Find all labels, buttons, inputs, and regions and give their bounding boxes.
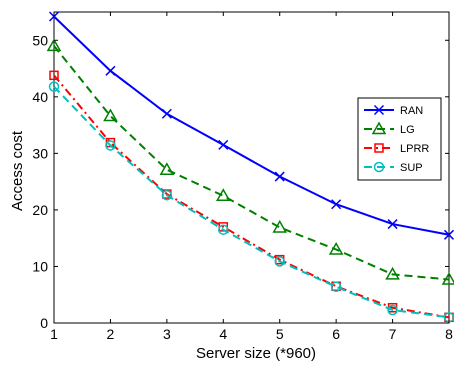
legend-label-ran: RAN <box>400 105 423 117</box>
x-tick-label: 4 <box>219 326 227 342</box>
data-point-ran <box>218 139 229 150</box>
data-point-ran <box>161 108 172 119</box>
tick-labels: 1 2 3 4 5 6 7 8 0 10 20 30 40 50 <box>32 12 453 342</box>
legend-marker-lprr <box>374 143 384 153</box>
legend-item-lg: LG <box>364 121 415 136</box>
data-point-lg <box>159 162 175 176</box>
series-sup <box>48 81 454 323</box>
legend-label-sup: SUP <box>400 162 423 174</box>
x-tick-label: 1 <box>50 326 58 342</box>
data-point-lg <box>46 38 62 52</box>
legend-marker-ran <box>373 104 385 116</box>
legend-item-ran: RAN <box>364 104 423 117</box>
legend: RAN LG LPRR SUP <box>357 97 442 181</box>
x-tick-label: 8 <box>445 326 453 342</box>
y-tick-label: 10 <box>32 258 48 274</box>
data-point-lg <box>272 219 288 233</box>
data-point-sup <box>105 140 116 151</box>
x-axis-label: Server size (*960) <box>196 345 316 362</box>
x-tick-label: 7 <box>389 326 397 342</box>
data-point-ran <box>443 229 454 240</box>
data-point-lg <box>441 271 454 285</box>
legend-label-lprr: LPRR <box>400 143 429 155</box>
series-lg <box>46 38 454 285</box>
x-tick-label: 5 <box>276 326 284 342</box>
data-point-lg <box>385 266 400 280</box>
data-point-lprr <box>49 70 59 81</box>
y-axis-label: Access cost <box>9 130 26 211</box>
data-point-ran <box>105 65 116 76</box>
series-line-lg <box>53 45 450 281</box>
y-tick-label: 50 <box>32 32 48 48</box>
legend-label-lg: LG <box>400 124 415 136</box>
data-point-sup <box>330 281 342 293</box>
series-line-ran <box>53 15 450 236</box>
y-tick-label: 0 <box>40 315 48 331</box>
legend-marker-lg <box>371 121 387 135</box>
y-tick-label: 30 <box>32 145 48 161</box>
x-tick-label: 6 <box>332 326 340 342</box>
data-point-ran <box>48 11 60 22</box>
data-point-sup <box>387 304 398 316</box>
data-point-ran <box>331 199 342 210</box>
data-point-sup <box>48 81 60 92</box>
data-point-lg <box>328 241 344 255</box>
series-layer <box>46 11 454 323</box>
data-point-ran <box>274 171 285 182</box>
legend-item-sup: SUP <box>364 161 423 174</box>
data-point-sup <box>274 256 285 267</box>
x-tick-label: 3 <box>163 326 171 342</box>
series-line-sup <box>53 85 450 319</box>
data-point-ran <box>387 219 398 230</box>
y-tick-label: 40 <box>32 89 48 105</box>
data-point-sup <box>218 224 229 235</box>
legend-item-lprr: LPRR <box>364 143 429 155</box>
data-point-lg <box>103 108 118 122</box>
legend-marker-sup <box>373 161 385 173</box>
x-tick-label: 2 <box>107 326 115 342</box>
y-tick-label: 20 <box>32 202 48 218</box>
series-ran <box>48 11 454 240</box>
data-point-sup <box>161 189 173 201</box>
data-point-lg <box>215 188 231 202</box>
